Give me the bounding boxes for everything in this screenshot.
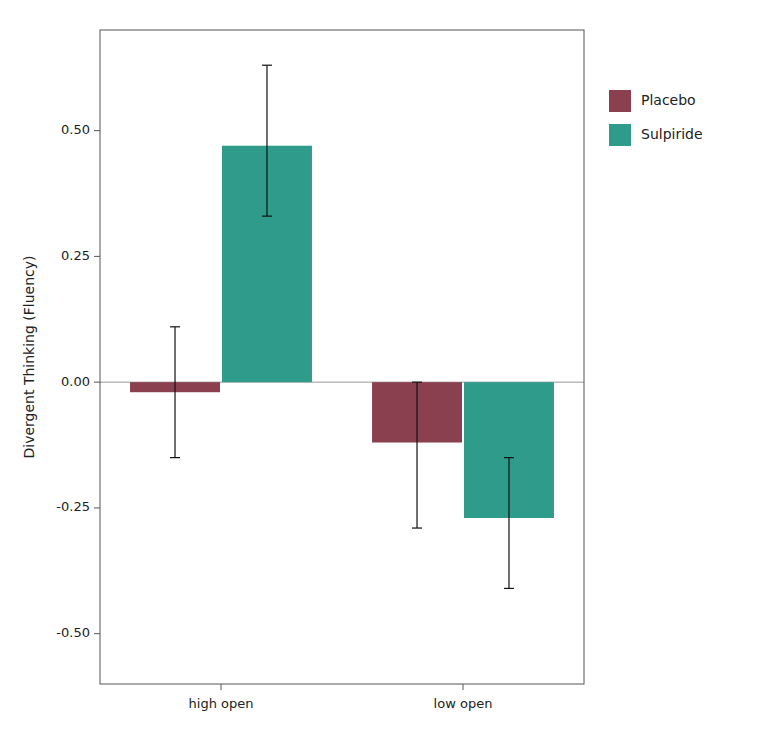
- error-cap: [170, 457, 180, 458]
- chart-container: -0.50 -0.25 0.00 0.25 0.50 Divergent Thinking…: [0, 0, 784, 744]
- y-tick-label: -0.25: [56, 499, 90, 514]
- error-bar: [170, 327, 180, 458]
- error-bar: [412, 382, 422, 528]
- x-tick: [221, 684, 222, 690]
- y-tick-label: 0.00: [61, 374, 90, 389]
- error-stem: [174, 327, 175, 458]
- legend-label: Placebo: [641, 92, 696, 108]
- y-tick: [94, 382, 100, 383]
- plot-marks: [100, 65, 584, 588]
- y-tick: [94, 256, 100, 257]
- error-stem: [266, 65, 267, 216]
- legend-swatch: [609, 124, 631, 146]
- y-tick: [94, 130, 100, 131]
- error-cap: [504, 457, 514, 458]
- y-tick: [94, 633, 100, 634]
- error-cap: [412, 382, 422, 383]
- legend-swatch: [609, 90, 631, 112]
- error-stem: [508, 458, 509, 589]
- chart-svg: -0.50 -0.25 0.00 0.25 0.50 Divergent Thinking…: [0, 0, 784, 744]
- y-tick-label: 0.50: [61, 122, 90, 137]
- error-cap: [170, 326, 180, 327]
- y-axis-label: Divergent Thinking (Fluency): [21, 256, 37, 459]
- error-cap: [504, 588, 514, 589]
- error-bar: [504, 458, 514, 589]
- y-tick-label: 0.25: [61, 248, 90, 263]
- error-stem: [416, 382, 417, 528]
- error-cap: [262, 65, 272, 66]
- error-bar: [262, 65, 272, 216]
- x-tick-label: high open: [189, 696, 254, 711]
- y-tick-label: -0.50: [56, 625, 90, 640]
- x-tick: [463, 684, 464, 690]
- plot-frame: [100, 30, 584, 684]
- error-cap: [262, 216, 272, 217]
- legend-label: Sulpiride: [641, 126, 703, 142]
- x-tick-label: low open: [434, 696, 493, 711]
- error-cap: [412, 527, 422, 528]
- y-tick: [94, 507, 100, 508]
